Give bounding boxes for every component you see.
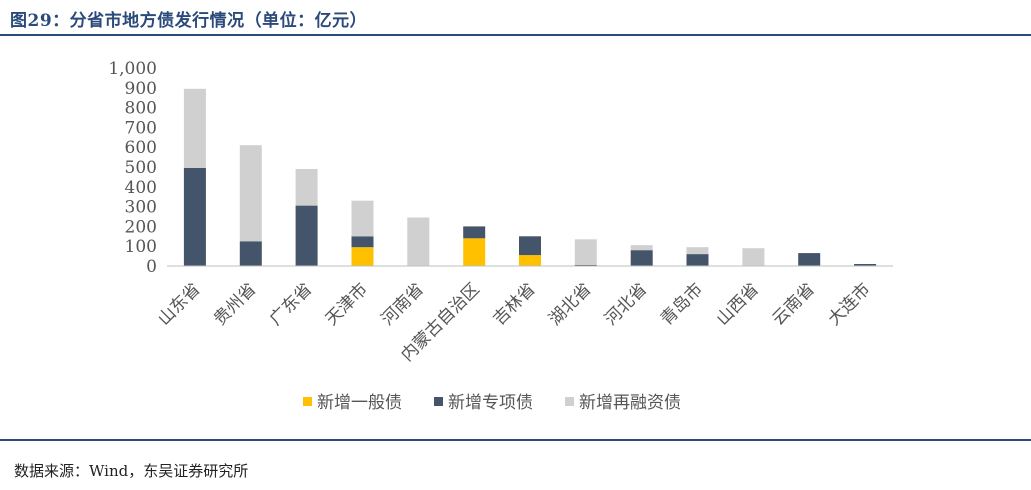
x-tick-label: 大连市 xyxy=(824,279,874,329)
bar-segment xyxy=(686,247,709,255)
y-tick-label: 800 xyxy=(125,99,157,119)
bar-segment xyxy=(742,248,765,266)
bars xyxy=(183,88,877,267)
bar-segment xyxy=(183,88,206,168)
x-tick-label: 天津市 xyxy=(322,279,372,329)
x-tick-label: 湖北省 xyxy=(545,279,595,329)
bar-segment xyxy=(463,226,486,239)
y-tick-label: 400 xyxy=(125,178,157,198)
legend-swatch xyxy=(434,397,443,406)
legend-label: 新增专项债 xyxy=(448,393,533,413)
bar-segment xyxy=(351,236,374,248)
bar-segment xyxy=(295,205,318,266)
bar-segment xyxy=(630,250,653,266)
legend-label: 新增再融资债 xyxy=(579,393,681,413)
legend-swatch xyxy=(565,397,574,406)
x-tick-label: 云南省 xyxy=(769,279,819,329)
bar-segment xyxy=(798,253,821,266)
figure-title: 图29：分省市地方债发行情况（单位：亿元） xyxy=(10,11,368,31)
y-tick-label: 1,000 xyxy=(108,59,157,79)
bar-segment xyxy=(519,236,541,256)
bar-segment xyxy=(519,255,541,266)
bar-segment xyxy=(574,239,597,265)
bar-segment xyxy=(239,241,262,267)
bar-segment xyxy=(183,168,206,266)
x-tick-label: 吉林省 xyxy=(489,279,539,329)
x-tick-label: 山东省 xyxy=(154,279,204,329)
bar-segment xyxy=(295,169,318,206)
bar-segment xyxy=(630,245,653,251)
y-tick-label: 0 xyxy=(146,257,157,277)
bar-segment xyxy=(407,217,430,266)
legend-swatch xyxy=(303,397,312,406)
x-tick-label: 河北省 xyxy=(601,279,651,329)
x-tick-label: 青岛市 xyxy=(657,279,707,329)
y-tick-label: 200 xyxy=(125,217,157,237)
x-axis-labels: 山东省 贵州省 广东省 天津市 河南省内蒙古自治区 吉林省 湖北省 河北省 青岛市 山西省 云南省大… xyxy=(154,279,874,365)
x-tick-label: 山西省 xyxy=(713,279,763,329)
bar-segment xyxy=(239,145,262,242)
y-tick-label: 300 xyxy=(125,198,157,218)
x-tick-label: 河南省 xyxy=(378,279,428,329)
legend: 新增一般债 新增专项债 新增再融资债 xyxy=(303,393,681,413)
x-tick-label: 广东省 xyxy=(266,279,316,329)
bar-segment xyxy=(463,238,486,266)
bar-segment xyxy=(854,264,877,266)
y-tick-label: 700 xyxy=(125,118,157,138)
legend-label: 新增一般债 xyxy=(317,393,402,413)
bar-segment xyxy=(351,247,374,266)
y-tick-label: 600 xyxy=(125,138,157,158)
x-tick-label: 贵州省 xyxy=(210,279,260,329)
bar-segment xyxy=(351,200,374,237)
source-note: 数据来源：Wind，东吴证券研究所 xyxy=(14,462,249,480)
bar-segment xyxy=(686,254,709,266)
bottom-rule xyxy=(0,439,1031,441)
top-rule xyxy=(0,34,1031,36)
y-tick-label: 100 xyxy=(125,237,157,257)
y-tick-label: 900 xyxy=(125,79,157,99)
y-tick-label: 500 xyxy=(125,158,157,178)
